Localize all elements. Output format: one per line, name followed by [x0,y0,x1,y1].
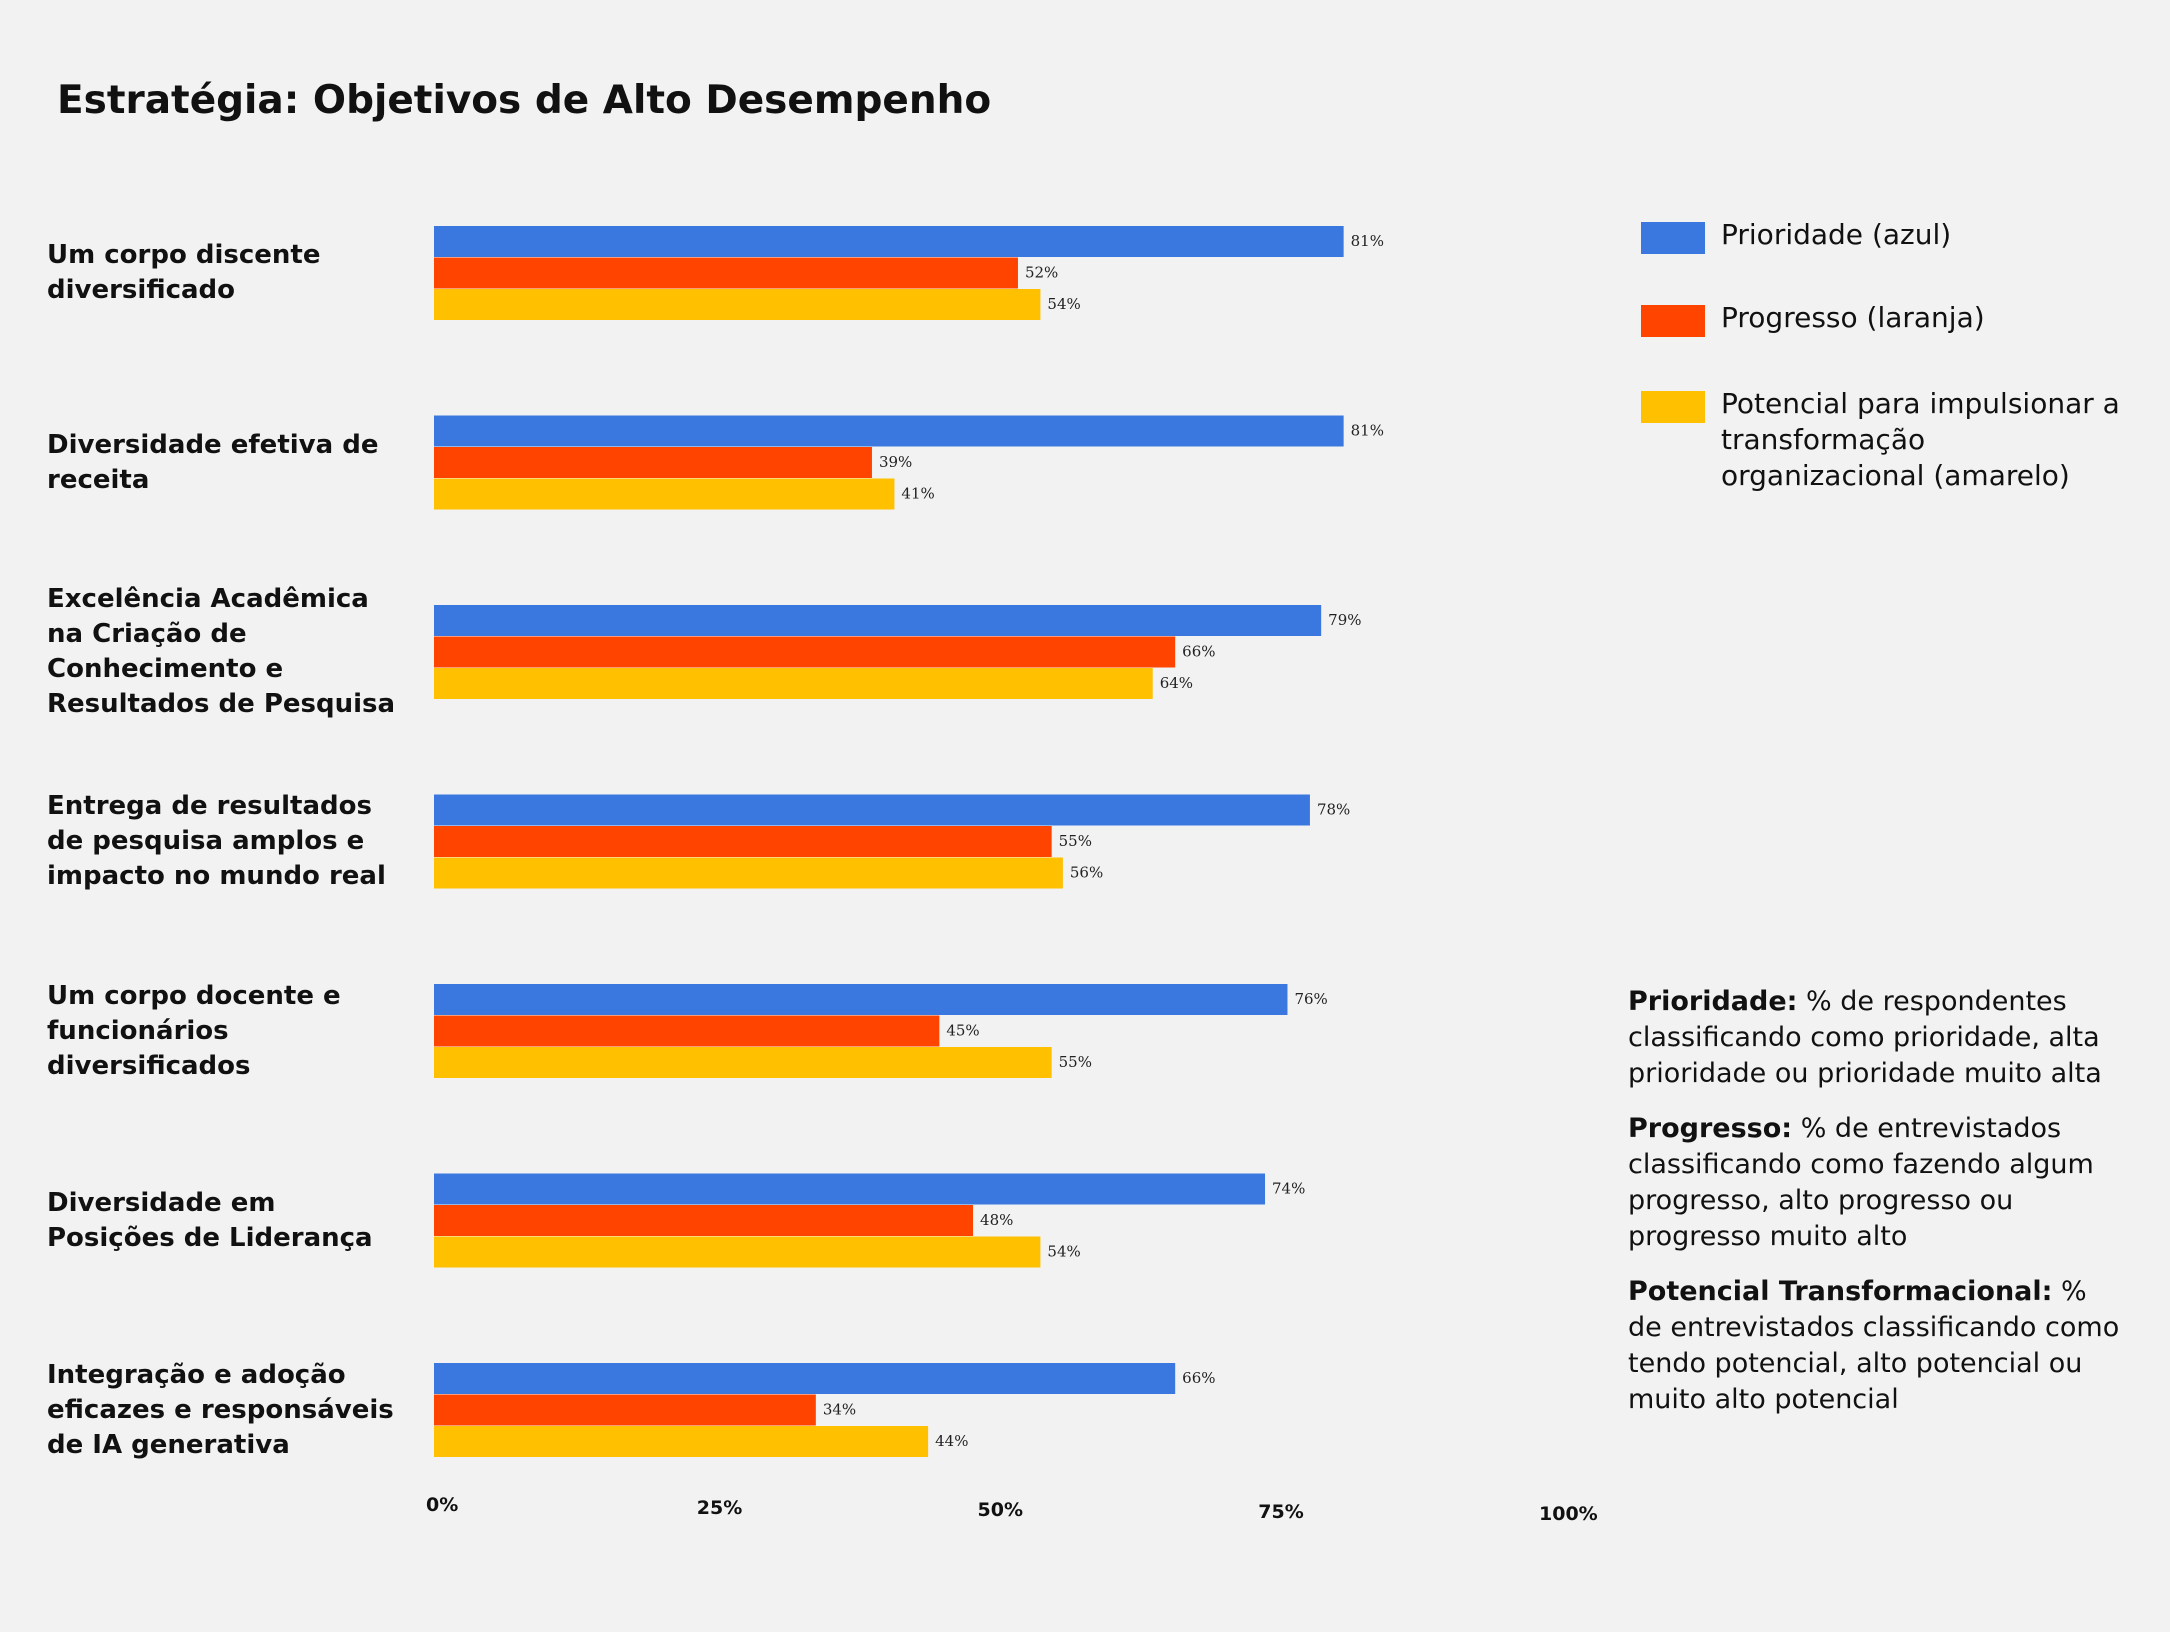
bar-prioridade [434,1363,1176,1394]
bar-chart: 81% 52% 54% 81% 39% 41% 79% 66% 64% 78% 55% 56% 76% 4… [426,226,1598,1525]
x-tick-label: 100% [1539,1503,1598,1525]
definition-text: % de entrevistados classificando como fa… [1628,1113,2094,1252]
bar-group: 76% 45% 55% [434,984,1328,1078]
bar-potencial [434,857,1063,889]
bar-potencial [434,1236,1041,1268]
data-label: 44% [935,1432,968,1450]
bar-potencial [434,478,895,510]
bar-prioridade [434,605,1322,636]
definition-term: Prioridade: [1628,986,1798,1017]
bar-prioridade [434,1173,1266,1205]
bar-progresso [434,1015,940,1047]
definition-progresso: Progresso: % de entrevistados classifica… [1628,1111,2128,1255]
category-label: Integração e adoção eficazes e responsáv… [47,1359,394,1460]
definition-term: Potencial Transformacional: [1628,1276,2053,1307]
definition-prioridade: Prioridade: % de respondentes classifica… [1628,984,2128,1092]
category-label: Um corpo discente diversificado [47,240,321,305]
definition-text: % de respondentes classificando como pri… [1628,986,2102,1089]
bar-prioridade [434,415,1344,447]
bar-progresso [434,1394,816,1426]
chart-title: Estratégia: Objetivos de Alto Desempenho [57,78,992,123]
x-tick-label: 0% [426,1494,458,1516]
bar-potencial [434,289,1041,320]
data-label: 48% [980,1211,1013,1229]
legend-label: Prioridade (azul) [1721,218,1952,251]
x-tick-label: 75% [1258,1501,1303,1523]
definition-potencial: Potencial Transformacional: % de entrevi… [1628,1274,2128,1418]
definition-term: Progresso: [1628,1113,1793,1144]
bar-group: 66% 34% 44% [434,1363,1216,1457]
category-label: Diversidade efetiva de receita [47,429,379,495]
data-label: 54% [1047,295,1080,313]
data-label: 54% [1047,1243,1080,1261]
definition-text: % de entrevistados classificando como te… [1628,1276,2120,1415]
bar-prioridade [434,984,1288,1015]
bar-prioridade [434,794,1310,826]
x-tick-label: 50% [978,1499,1023,1521]
legend-label: Progresso (laranja) [1721,301,1985,334]
data-label: 78% [1317,801,1350,819]
data-label: 64% [1160,674,1193,692]
legend-swatch-yellow [1641,391,1705,423]
bar-progresso [434,1205,974,1236]
bar-prioridade [434,226,1344,257]
data-label: 56% [1070,864,1103,882]
data-label: 66% [1182,1369,1215,1387]
bar-progresso [434,447,872,478]
x-tick-label: 25% [697,1497,742,1519]
bar-group: 81% 39% 41% [434,415,1384,510]
category-label: Um corpo docente e funcionários diversif… [47,980,341,1081]
data-label: 79% [1328,611,1361,629]
category-label: Excelência Acadêmica na Criação de Conhe… [47,584,396,719]
bar-progresso [434,257,1018,289]
data-label: 39% [879,453,912,471]
bar-group: 79% 66% 64% [434,605,1362,699]
bar-group: 81% 52% 54% [434,226,1384,320]
bar-potencial [434,1047,1052,1078]
data-label: 76% [1294,990,1327,1008]
data-label: 55% [1059,1053,1092,1071]
data-label: 34% [823,1401,856,1419]
data-label: 66% [1182,643,1215,661]
data-label: 81% [1351,422,1384,440]
data-label: 52% [1025,264,1058,282]
legend-swatch-orange [1641,305,1705,337]
bar-potencial [434,668,1153,699]
data-label: 55% [1059,832,1092,850]
bar-progresso [434,636,1176,668]
data-label: 81% [1351,232,1384,250]
bar-potencial [434,1426,929,1457]
category-label: Entrega de resultados de pesquisa amplos… [47,791,386,891]
legend-label: Potencial para impulsionar a transformaç… [1721,387,2120,492]
legend-swatch-blue [1641,222,1705,254]
bar-progresso [434,826,1052,857]
bar-group: 74% 48% 54% [434,1173,1305,1268]
data-label: 45% [946,1022,979,1040]
category-label: Diversidade em Posições de Liderança [47,1187,373,1253]
data-label: 41% [901,485,934,503]
bar-group: 78% 55% 56% [434,794,1350,889]
data-label: 74% [1272,1180,1305,1198]
